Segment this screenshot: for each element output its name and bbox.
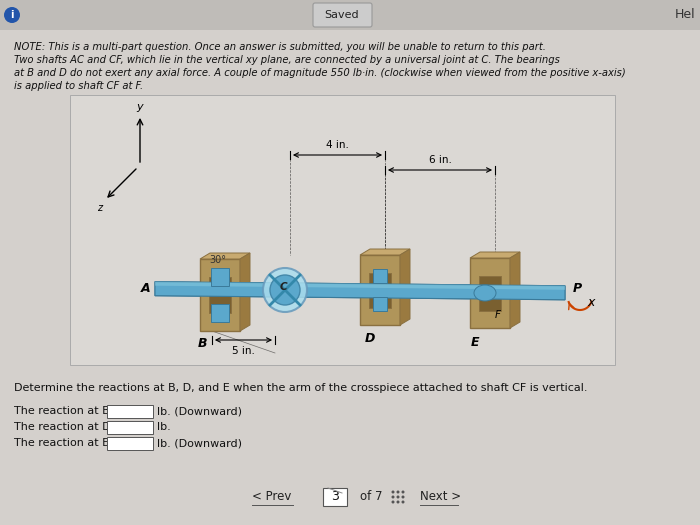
Bar: [211, 268, 229, 286]
Bar: [0, 0, 700, 30]
Text: E: E: [470, 336, 480, 349]
Bar: [209, 277, 231, 313]
Text: Two shafts AC and CF, which lie in the vertical xy plane, are connected by a uni: Two shafts AC and CF, which lie in the v…: [14, 55, 560, 65]
Text: The reaction at E is: The reaction at E is: [14, 438, 122, 448]
Polygon shape: [155, 282, 565, 290]
Polygon shape: [510, 252, 520, 328]
Text: P: P: [573, 281, 582, 295]
Text: at B and D do not exert any axial force. A couple of magnitude 550 lb·in. (clock: at B and D do not exert any axial force.…: [14, 68, 626, 78]
Polygon shape: [360, 249, 410, 255]
Text: < Prev: < Prev: [252, 490, 292, 503]
Text: 30°: 30°: [209, 255, 227, 265]
Bar: [200, 259, 240, 331]
Text: D: D: [365, 332, 375, 345]
Polygon shape: [155, 282, 565, 300]
Text: Next >: Next >: [420, 490, 461, 503]
Text: B: B: [197, 337, 206, 350]
Polygon shape: [200, 253, 250, 259]
FancyBboxPatch shape: [313, 3, 372, 27]
Polygon shape: [240, 253, 250, 331]
Text: z: z: [97, 203, 103, 213]
Bar: [373, 269, 387, 283]
Polygon shape: [400, 249, 410, 325]
Bar: [323, 488, 347, 506]
Text: x: x: [587, 297, 594, 310]
Circle shape: [402, 490, 405, 493]
Text: is applied to shaft CF at F.: is applied to shaft CF at F.: [14, 81, 143, 91]
Polygon shape: [155, 282, 565, 290]
Circle shape: [391, 500, 395, 503]
Bar: [360, 255, 400, 325]
Bar: [369, 273, 391, 308]
Ellipse shape: [474, 285, 496, 301]
Text: lb. (Downward): lb. (Downward): [157, 406, 242, 416]
Text: Saved: Saved: [325, 10, 359, 20]
Text: lb.: lb.: [157, 422, 171, 432]
Bar: [107, 421, 153, 434]
Text: 4 in.: 4 in.: [326, 140, 349, 150]
Text: 6 in.: 6 in.: [428, 155, 452, 165]
Bar: [479, 276, 501, 311]
Ellipse shape: [263, 268, 307, 312]
Text: lb. (Downward): lb. (Downward): [157, 438, 242, 448]
Text: i: i: [10, 10, 14, 20]
Circle shape: [391, 496, 395, 499]
Circle shape: [402, 500, 405, 503]
Circle shape: [396, 490, 400, 493]
Bar: [211, 304, 229, 322]
Text: 5 in.: 5 in.: [232, 346, 254, 356]
Text: Determine the reactions at B, D, and E when the arm of the crosspiece attached t: Determine the reactions at B, D, and E w…: [14, 383, 587, 393]
Polygon shape: [155, 282, 565, 300]
Bar: [470, 258, 510, 328]
Polygon shape: [470, 252, 520, 258]
Ellipse shape: [270, 275, 300, 305]
Circle shape: [402, 496, 405, 499]
Text: y: y: [136, 102, 144, 112]
Bar: [373, 297, 387, 311]
Text: NOTE: This is a multi-part question. Once an answer is submitted, you will be un: NOTE: This is a multi-part question. Onc…: [14, 42, 546, 52]
Text: The reaction at D is: The reaction at D is: [14, 422, 123, 432]
Bar: [107, 437, 153, 450]
Bar: [70, 95, 615, 365]
Circle shape: [4, 7, 20, 23]
Bar: [107, 405, 153, 418]
Text: Hel: Hel: [674, 8, 695, 22]
Text: A: A: [141, 281, 150, 295]
Text: The reaction at B is: The reaction at B is: [14, 406, 122, 416]
Text: 3: 3: [331, 490, 339, 503]
Text: of 7: of 7: [360, 490, 382, 503]
Circle shape: [396, 496, 400, 499]
Text: C: C: [279, 282, 287, 292]
Circle shape: [391, 490, 395, 493]
Circle shape: [396, 500, 400, 503]
Text: F: F: [495, 310, 501, 320]
